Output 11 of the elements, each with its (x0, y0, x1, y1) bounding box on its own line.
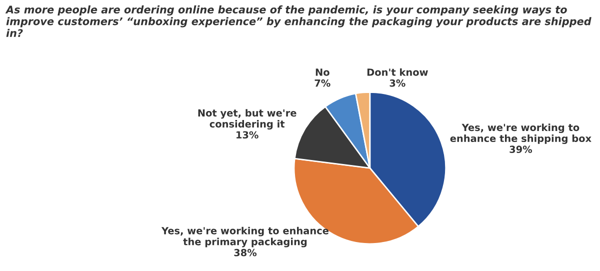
slice-label: Don't know (367, 68, 428, 76)
slice-label: Not yet, but we're considering it (198, 109, 296, 130)
slice-label: No (316, 68, 330, 76)
data-label: 3% (390, 79, 406, 87)
slice-label: Yes, we're working to enhance the primary packaging (161, 226, 328, 248)
chart-title: As more people are ordering online because of the pandemic, is your company seeking ways to improve customers’ “unboxing experience” by enhancing the packaging your products are shipped in? (5, 5, 592, 37)
data-label: 39% (510, 146, 532, 154)
data-label: 7% (314, 79, 330, 87)
data-label: 13% (236, 131, 258, 139)
data-label: 38% (234, 248, 257, 256)
slice-label: Yes, we're working to enhance the shipping box (450, 124, 592, 144)
